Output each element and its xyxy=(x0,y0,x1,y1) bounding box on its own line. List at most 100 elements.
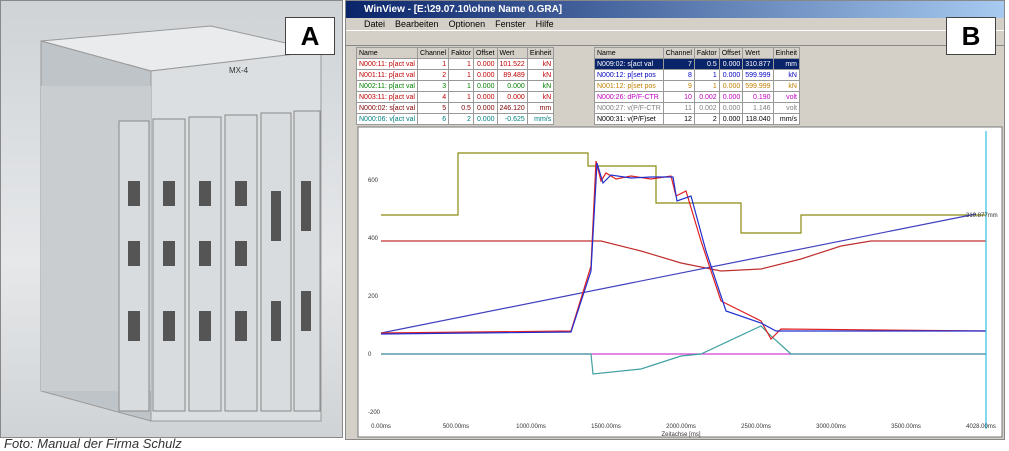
table-header-row: Name Channel Faktor Offset Wert Einheit xyxy=(355,47,555,59)
column-header: Offset xyxy=(718,47,744,59)
table-cell: 1 xyxy=(448,80,474,92)
table-cell: 2 xyxy=(693,113,720,125)
channel-row[interactable]: N000:26: dP/F-CTR 10 0.002 0.000 0.190 volt xyxy=(594,91,800,103)
x-tick-label: 0.00ms xyxy=(371,424,391,430)
plot-area: 600 400 200 0 -200 0.00ms 500.00ms 1000.00ms 150… xyxy=(357,126,1003,438)
menu-item[interactable]: Bearbeiten xyxy=(395,19,439,29)
column-header: Faktor xyxy=(448,47,474,59)
table-cell: 599.999 xyxy=(742,80,774,92)
table-cell: 2 xyxy=(417,69,450,81)
table-cell: 1 xyxy=(448,69,474,81)
cursor-annotation: 310.877mm xyxy=(966,213,998,219)
column-header: Wert xyxy=(496,47,528,59)
table-cell: 7 xyxy=(662,58,695,70)
table-cell: kN xyxy=(772,69,800,81)
table-cell: 9 xyxy=(662,80,695,92)
table-cell: 0.000 xyxy=(472,113,498,125)
table-cell: 1 xyxy=(417,58,450,70)
y-tick-label: 200 xyxy=(368,294,379,300)
table-cell: N009:02: s[act val xyxy=(594,58,664,70)
table-cell: kN xyxy=(526,58,555,70)
table-cell: 0.002 xyxy=(693,91,720,103)
x-tick-label: 3500.00ms xyxy=(891,424,921,430)
channel-row[interactable]: N000:12: p[set pos 8 1 0.000 599.999 kN xyxy=(594,69,800,81)
table-cell: N001:11: p[act val xyxy=(355,69,419,81)
menu-item[interactable]: Optionen xyxy=(448,19,486,29)
column-header: Channel xyxy=(662,47,695,59)
table-cell: 0.000 xyxy=(496,80,528,92)
channel-row[interactable]: N000:31: v(P/F)set 12 2 0.000 118.040 mm/s xyxy=(594,113,800,125)
channel-row[interactable]: N001:11: p[act val 2 1 0.000 89.489 kN xyxy=(355,69,555,81)
menu-bar: Datei Bearbeiten Optionen Fenster Hilfe xyxy=(346,18,1004,30)
table-cell: 599.999 xyxy=(742,69,774,81)
table-cell: 310.877 xyxy=(742,58,774,70)
table-cell: kN xyxy=(526,69,555,81)
x-tick-label: 3000.00ms xyxy=(816,424,846,430)
menu-item[interactable]: Hilfe xyxy=(535,19,554,29)
table-cell: 11 xyxy=(662,102,695,114)
channel-row[interactable]: N002:11: p[act val 3 1 0.000 0.000 kN xyxy=(355,80,555,92)
y-tick-label: 600 xyxy=(368,178,379,184)
table-cell: 89.489 xyxy=(496,69,528,81)
panel-a-photo: MX-4 A xyxy=(0,0,343,438)
channel-row[interactable]: N000:11: p[act val 1 1 0.000 101.522 kN xyxy=(355,58,555,70)
panel-label: B xyxy=(946,17,996,55)
table-cell: 8 xyxy=(662,69,695,81)
x-tick-label: 2500.00ms xyxy=(741,424,771,430)
table-cell: 5 xyxy=(417,102,450,114)
table-cell: 0.000 xyxy=(718,80,744,92)
table-cell: volt xyxy=(772,91,800,103)
table-cell: 2 xyxy=(448,113,474,125)
channel-row[interactable]: N000:02: s[act val 5 0.5 0.000 246.120 mm xyxy=(355,102,555,114)
panel-b-screenshot: WinView - [E:\29.07.10\ohne Name 0.GRA] … xyxy=(345,0,1005,440)
caption: Foto: Manual der Firma Schulz xyxy=(4,436,182,451)
x-tick-label: 1000.00ms xyxy=(516,424,546,430)
table-cell: 0.000 xyxy=(718,102,744,114)
table-cell: 3 xyxy=(417,80,450,92)
table-cell: 101.522 xyxy=(496,58,528,70)
table-cell: N000:11: p[act val xyxy=(355,58,419,70)
panel-label: A xyxy=(285,17,335,55)
table-cell: 4 xyxy=(417,91,450,103)
channel-row[interactable]: N009:02: s[act val 7 0.5 0.000 310.877 mm xyxy=(594,58,800,70)
x-axis-label: Zeitachse [ms] xyxy=(661,432,700,438)
column-header: Name xyxy=(355,47,419,59)
column-header: Faktor xyxy=(693,47,720,59)
y-tick-label: 400 xyxy=(368,236,379,242)
channel-row[interactable]: N000:06: v[act val 6 2 0.000 -0.625 mm/s xyxy=(355,113,555,125)
table-cell: 0.000 xyxy=(472,80,498,92)
table-cell: 10 xyxy=(662,91,695,103)
table-cell: kN xyxy=(526,80,555,92)
x-tick-label: 2000.00ms xyxy=(666,424,696,430)
x-tick-label: 1500.00ms xyxy=(591,424,621,430)
table-cell: kN xyxy=(772,80,800,92)
table-cell: N000:02: s[act val xyxy=(355,102,419,114)
table-cell: kN xyxy=(526,91,555,103)
menu-item[interactable]: Fenster xyxy=(495,19,526,29)
table-cell: 0.000 xyxy=(718,91,744,103)
table-cell: mm xyxy=(526,102,555,114)
table-cell: 118.040 xyxy=(742,113,774,125)
table-cell: mm/s xyxy=(772,113,800,125)
table-cell: volt xyxy=(772,102,800,114)
channel-row[interactable]: N000:27: v(P/F-CTR 11 0.002 0.000 1.146 volt xyxy=(594,102,800,114)
table-cell: N000:06: v[act val xyxy=(355,113,419,125)
table-cell: 0.000 xyxy=(718,69,744,81)
channel-row[interactable]: N001:12: p[set pos 9 1 0.000 599.999 kN xyxy=(594,80,800,92)
channel-row[interactable]: N003:11: p[act val 4 1 0.000 0.000 kN xyxy=(355,91,555,103)
menu-item[interactable]: Datei xyxy=(364,19,386,29)
channel-table: Name Channel Faktor Offset Wert Einheit N009:0… xyxy=(594,47,800,125)
table-cell: 0.000 xyxy=(472,91,498,103)
device-illustration: MX-4 xyxy=(40,25,322,422)
column-header: Einheit xyxy=(772,47,800,59)
column-header: Name xyxy=(594,47,664,59)
x-tick-label: 4028.00ms xyxy=(966,424,996,430)
y-tick-label: -200 xyxy=(368,410,381,416)
table-cell: N000:12: p[set pos xyxy=(594,69,664,81)
table-cell: 0.000 xyxy=(718,113,744,125)
table-cell: 1 xyxy=(448,58,474,70)
table-cell: 6 xyxy=(417,113,450,125)
table-cell: 0.5 xyxy=(448,102,474,114)
table-cell: 12 xyxy=(662,113,695,125)
table-cell: 0.000 xyxy=(472,69,498,81)
